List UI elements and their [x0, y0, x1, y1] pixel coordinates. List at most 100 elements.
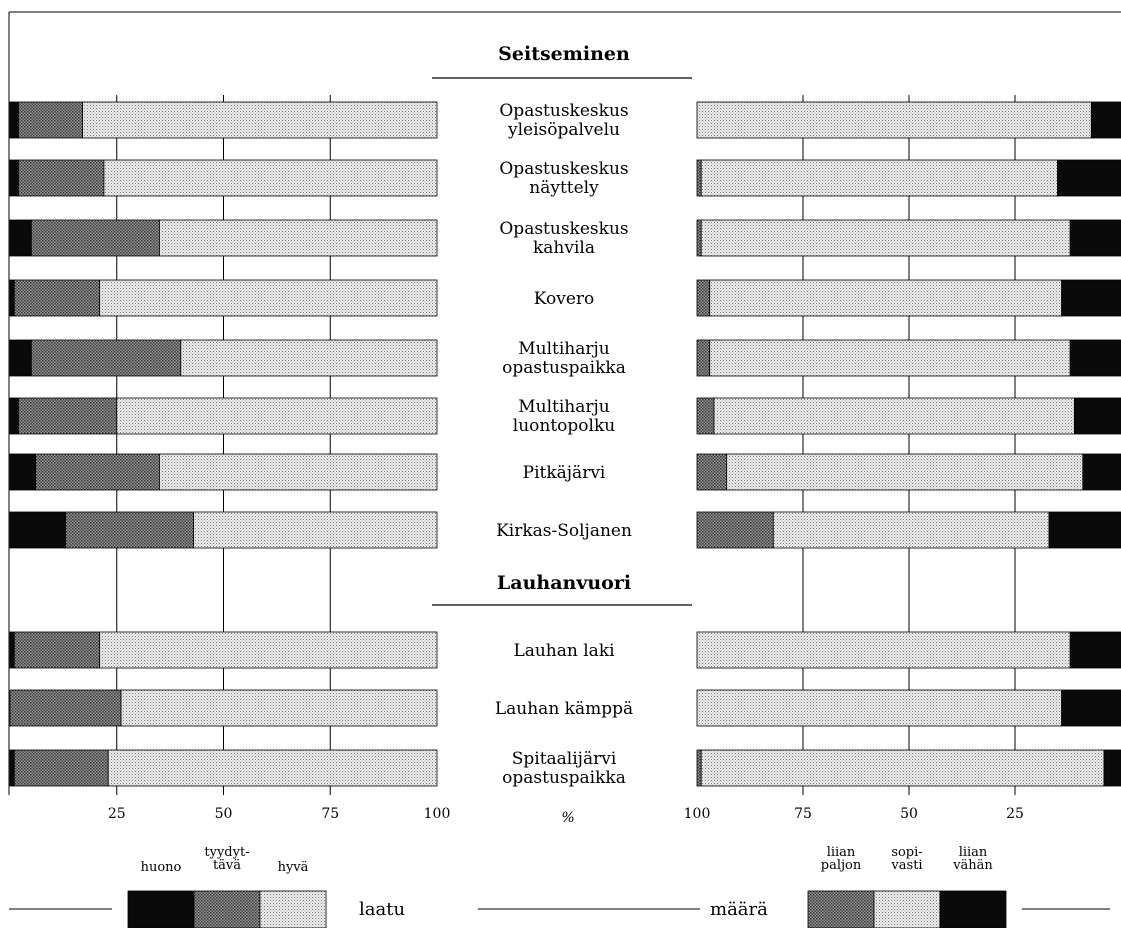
legend-laatu-swatch-hyvä — [259, 890, 327, 928]
bar-laatu-lauhan-laki-dark — [13, 631, 101, 669]
bar-maara-opastuskeskus-näyttely-black — [1057, 159, 1121, 197]
bar-maara-lauhan-laki-black — [1069, 631, 1121, 669]
legend-maara-swatch-sopi-vasti — [873, 890, 941, 928]
legend-maara-label-liianpaljon: liian — [827, 845, 856, 860]
bar-maara-kovero-dark — [696, 279, 711, 317]
bar-maara-opastuskeskus-kahvila-dark — [696, 219, 702, 257]
tick-right-100: 100 — [684, 806, 711, 822]
bar-laatu-opastuskeskus-kahvila-light — [159, 219, 438, 257]
row-label-multiharju-opastuspaikka: opastuspaikka — [502, 358, 626, 378]
bar-laatu-pitkäjärvi-light — [159, 453, 438, 491]
bar-laatu-spitaalijärvi-opastuspaikka-light — [107, 749, 438, 787]
section-title-seitseminen: Seitseminen — [498, 43, 630, 65]
bar-laatu-kirkas-soljanen-light — [193, 511, 438, 549]
bar-laatu-spitaalijärvi-opastuspaikka-dark — [13, 749, 109, 787]
tick-right-75: 75 — [794, 806, 812, 822]
bar-laatu-kirkas-soljanen-black — [9, 511, 66, 549]
legend-maara-label-liianvähän: vähän — [952, 858, 993, 873]
legend-maara-swatch-liianpaljon — [807, 890, 875, 928]
bar-laatu-opastuskeskus-yleisöpalvelu-dark — [18, 101, 83, 139]
bar-laatu-multiharju-luontopolku-black — [9, 397, 19, 435]
legend-maara-title: määrä — [710, 899, 768, 920]
row-label-pitkäjärvi: Pitkäjärvi — [523, 463, 606, 483]
bar-laatu-kovero-light — [99, 279, 438, 317]
bar-laatu-opastuskeskus-näyttely-light — [103, 159, 438, 197]
bar-laatu-lauhan-laki-light — [99, 631, 438, 669]
bar-maara-multiharju-opastuspaikka-dark — [696, 339, 711, 377]
bar-maara-multiharju-opastuspaikka-black — [1069, 339, 1121, 377]
legend-maara-label-liianpaljon: paljon — [821, 858, 862, 873]
labels: SeitseminenOpastuskeskusyleisöpalveluOpa… — [108, 43, 1024, 826]
bar-laatu-kovero-dark — [13, 279, 101, 317]
legend-maara-label-sopi-vasti: sopi- — [891, 845, 922, 860]
bar-maara-kovero-light — [709, 279, 1063, 317]
row-label-spitaalijärvi-opastuspaikka: opastuspaikka — [502, 768, 626, 788]
row-label-opastuskeskus-näyttely: Opastuskeskus — [499, 159, 628, 179]
row-label-lauhan-laki: Lauhan laki — [513, 641, 615, 661]
tick-right-25: 25 — [1006, 806, 1024, 822]
section-title-lauhanvuori: Lauhanvuori — [497, 572, 631, 594]
bar-laatu-kovero-black — [9, 279, 15, 317]
tick-left-100: 100 — [424, 806, 451, 822]
bar-maara-multiharju-luontopolku-dark — [696, 397, 715, 435]
bar-laatu-opastuskeskus-kahvila-black — [9, 219, 32, 257]
tick-left-25: 25 — [108, 806, 126, 822]
bar-maara-opastuskeskus-kahvila-black — [1069, 219, 1121, 257]
legend-maara-swatch-liianvähän — [939, 890, 1007, 928]
bar-maara-multiharju-luontopolku-light — [713, 397, 1075, 435]
row-label-opastuskeskus-yleisöpalvelu: yleisöpalvelu — [507, 120, 620, 140]
bar-maara-lauhan-kämppä-light — [696, 689, 1063, 727]
row-label-kirkas-soljanen: Kirkas-Soljanen — [496, 521, 632, 541]
row-label-opastuskeskus-kahvila: kahvila — [533, 238, 595, 258]
legend-maara-label-sopi-vasti: vasti — [890, 858, 922, 873]
bar-maara-lauhan-laki-light — [696, 631, 1071, 669]
bar-maara-lauhan-kämppä-black — [1061, 689, 1121, 727]
bar-maara-opastuskeskus-näyttely-dark — [696, 159, 702, 197]
axis-unit: % — [561, 810, 574, 826]
bar-maara-spitaalijärvi-opastuspaikka-light — [700, 749, 1105, 787]
bar-maara-opastuskeskus-yleisöpalvelu-black — [1090, 101, 1121, 139]
bar-laatu-pitkäjärvi-black — [9, 453, 37, 491]
bar-laatu-opastuskeskus-näyttely-dark — [18, 159, 105, 197]
bar-laatu-multiharju-opastuspaikka-dark — [30, 339, 182, 377]
legend-maara-label-liianvähän: liian — [959, 845, 988, 860]
bar-laatu-multiharju-opastuspaikka-black — [9, 339, 32, 377]
bar-laatu-opastuskeskus-yleisöpalvelu-black — [9, 101, 19, 139]
bar-laatu-spitaalijärvi-opastuspaikka-black — [9, 749, 15, 787]
legend-laatu-swatch-huono — [127, 890, 195, 928]
row-label-multiharju-luontopolku: Multiharju — [518, 397, 610, 417]
bar-laatu-multiharju-luontopolku-light — [116, 397, 438, 435]
legend-laatu-label-tyydyt-tävä: tyydyt- — [204, 845, 249, 860]
bar-maara-multiharju-luontopolku-black — [1073, 397, 1121, 435]
bar-laatu-opastuskeskus-yleisöpalvelu-light — [82, 101, 438, 139]
row-label-kovero: Kovero — [534, 289, 595, 309]
bar-maara-pitkäjärvi-dark — [696, 453, 728, 491]
bar-laatu-kirkas-soljanen-dark — [65, 511, 195, 549]
row-label-spitaalijärvi-opastuspaikka: Spitaalijärvi — [512, 749, 617, 769]
bar-maara-opastuskeskus-kahvila-light — [700, 219, 1071, 257]
bar-laatu-opastuskeskus-näyttely-black — [9, 159, 19, 197]
bar-maara-pitkäjärvi-light — [726, 453, 1084, 491]
row-label-multiharju-luontopolku: luontopolku — [513, 416, 615, 436]
bar-maara-multiharju-opastuspaikka-light — [709, 339, 1071, 377]
bar-maara-spitaalijärvi-opastuspaikka-dark — [696, 749, 702, 787]
bar-maara-kirkas-soljanen-dark — [696, 511, 774, 549]
row-label-multiharju-opastuspaikka: Multiharju — [518, 339, 610, 359]
bar-laatu-pitkäjärvi-dark — [35, 453, 160, 491]
tick-left-75: 75 — [321, 806, 339, 822]
bar-laatu-lauhan-kämppä-light — [120, 689, 438, 727]
row-label-opastuskeskus-kahvila: Opastuskeskus — [499, 219, 628, 239]
legend-laatu-label-huono: huono — [141, 860, 182, 875]
bar-maara-kirkas-soljanen-light — [772, 511, 1050, 549]
bar-maara-pitkäjärvi-black — [1082, 453, 1121, 491]
bar-laatu-multiharju-opastuspaikka-light — [180, 339, 438, 377]
gridlines — [8, 11, 1121, 795]
bars — [9, 101, 1121, 787]
tick-right-50: 50 — [900, 806, 918, 822]
row-label-opastuskeskus-yleisöpalvelu: Opastuskeskus — [499, 101, 628, 121]
legend-laatu-label-tyydyt-tävä: tävä — [213, 858, 241, 873]
bar-laatu-multiharju-luontopolku-dark — [18, 397, 118, 435]
bar-maara-opastuskeskus-näyttely-light — [700, 159, 1058, 197]
bar-maara-kovero-black — [1061, 279, 1121, 317]
